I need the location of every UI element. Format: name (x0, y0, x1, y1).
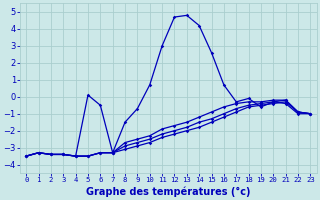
X-axis label: Graphe des températures (°c): Graphe des températures (°c) (86, 186, 251, 197)
